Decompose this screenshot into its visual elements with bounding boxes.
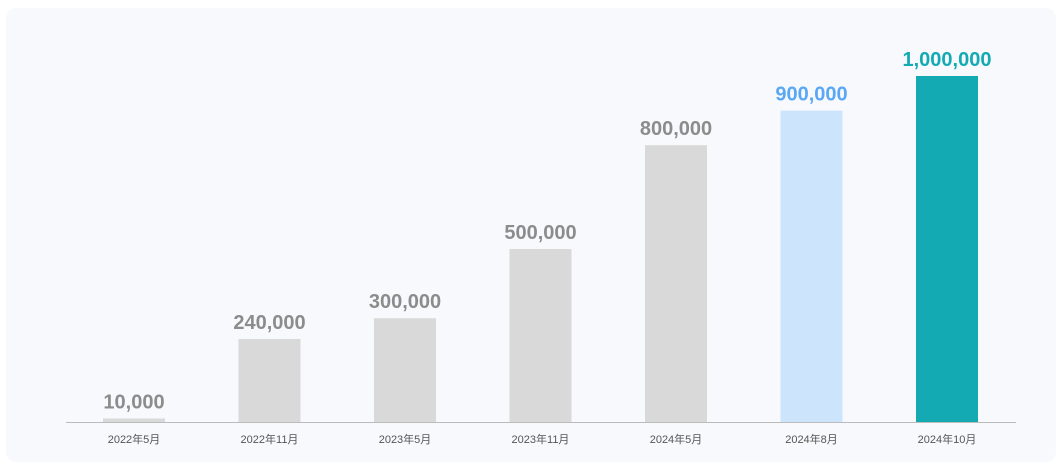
bar-1 xyxy=(103,418,165,422)
value-label-6: 900,000 xyxy=(775,84,847,106)
x-tick-label-7: 2024年10月 xyxy=(918,432,977,446)
x-tick-label-4: 2023年11月 xyxy=(512,432,570,446)
bar-chart: 10,000 240,000 300,000 500,000 800,000 900,00… xyxy=(66,49,1016,446)
bars-group xyxy=(103,76,978,422)
value-label-7: 1,000,000 xyxy=(903,49,992,71)
x-tick-label-5: 2024年5月 xyxy=(650,432,703,446)
x-tick-label-3: 2023年5月 xyxy=(379,432,432,446)
value-label-1: 10,000 xyxy=(103,392,164,414)
value-label-3: 300,000 xyxy=(369,291,441,313)
value-label-5: 800,000 xyxy=(640,118,712,140)
value-label-2: 240,000 xyxy=(233,312,305,334)
bar-2 xyxy=(238,338,301,422)
value-label-4: 500,000 xyxy=(504,222,576,244)
bar-7 xyxy=(916,76,978,422)
value-labels-group: 10,000 240,000 300,000 500,000 800,000 900,00… xyxy=(103,49,991,414)
bar-6 xyxy=(780,110,843,422)
chart-card: 10,000 240,000 300,000 500,000 800,000 900,00… xyxy=(6,8,1056,462)
bar-3 xyxy=(374,318,436,422)
x-tick-labels-group: 2022年5月 2022年11月 2023年5月 2023年11月 2024年5月 202… xyxy=(108,432,977,446)
x-tick-label-6: 2024年8月 xyxy=(785,432,838,446)
bar-5 xyxy=(645,145,707,422)
x-tick-label-1: 2022年5月 xyxy=(108,432,161,446)
x-tick-label-2: 2022年11月 xyxy=(241,432,299,446)
bar-4 xyxy=(509,249,572,422)
